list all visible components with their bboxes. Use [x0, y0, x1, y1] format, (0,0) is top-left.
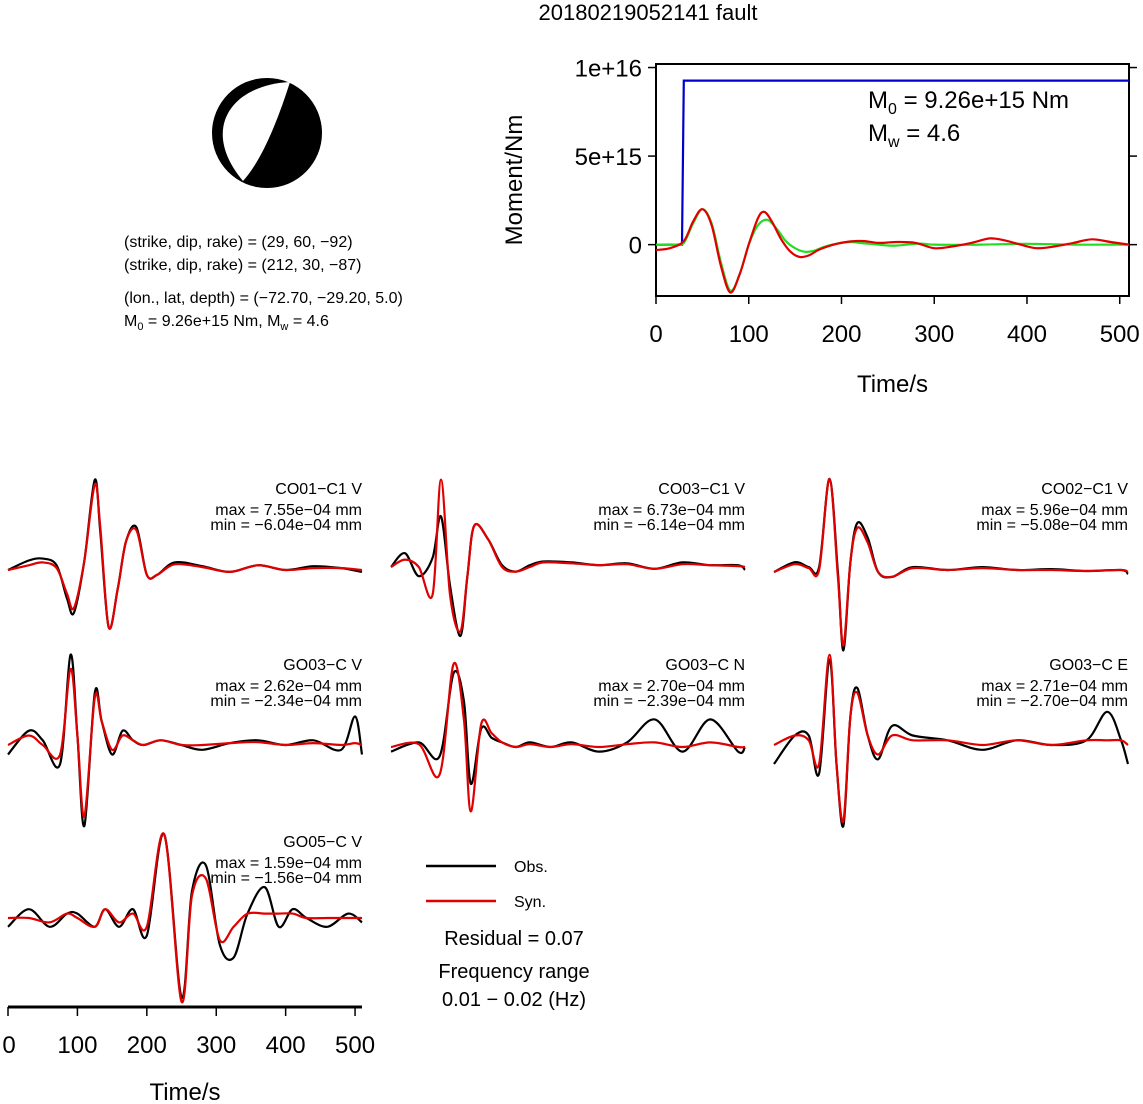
- moment-xtick-label-4: 400: [1007, 321, 1047, 348]
- syn-trace-6: [773, 653, 1129, 824]
- station-label-7: GO05−C V: [283, 834, 362, 851]
- station-max-3: max = 5.96e−04 mm: [981, 502, 1128, 519]
- moment-xtick-label-0: 0: [649, 321, 662, 348]
- station-label-1: CO01−C1 V: [275, 481, 362, 498]
- syn-trace-1: [7, 482, 363, 631]
- bottom-xtick-label-3: 300: [196, 1032, 236, 1059]
- syn-trace-5: [390, 661, 746, 813]
- station-max-1: max = 7.55e−04 mm: [215, 502, 362, 519]
- station-min-7: min = −1.56e−04 mm: [210, 870, 362, 887]
- moment-xlabel: Time/s: [857, 371, 928, 398]
- station-min-6: min = −2.70e−04 mm: [976, 693, 1128, 710]
- station-label-4: GO03−C V: [283, 657, 362, 674]
- moment-series-line-2: [655, 208, 1130, 294]
- frequency-title: Frequency range: [438, 961, 589, 983]
- station-label-3: CO02−C1 V: [1041, 481, 1128, 498]
- moment-ytick-label-0: 0: [629, 233, 642, 260]
- station-min-1: min = −6.04e−04 mm: [210, 517, 362, 534]
- station-min-3: min = −5.08e−04 mm: [976, 517, 1128, 534]
- moment-m0-label: M0 = 9.26e+15 Nm: [868, 87, 1069, 118]
- moment-ylabel: Moment/Nm: [501, 115, 528, 246]
- station-max-6: max = 2.71e−04 mm: [981, 678, 1128, 695]
- moment-rate-chart: 0 100 200 300 400 500 0 5e+15 1e+16 Time/s Moment/…: [501, 56, 1140, 398]
- station-label-2: CO03−C1 V: [658, 481, 745, 498]
- syn-trace-4: [7, 667, 363, 818]
- legend-syn-label: Syn.: [514, 894, 546, 911]
- residual-text: Residual = 0.07: [444, 928, 584, 950]
- station-min-4: min = −2.34e−04 mm: [210, 693, 362, 710]
- frequency-range: 0.01 − 0.02 (Hz): [442, 989, 586, 1011]
- location-text: (lon., lat, depth) = (−72.70, −29.20, 5.…: [124, 290, 403, 307]
- bottom-xtick-label-2: 200: [127, 1032, 167, 1059]
- moment-magnitude-text: M0 = 9.26e+15 Nm, Mw = 4.6: [124, 313, 329, 333]
- moment-xtick-label-3: 300: [914, 321, 954, 348]
- moment-ytick-label-2: 1e+16: [575, 56, 642, 83]
- syn-trace-7: [7, 832, 362, 1004]
- bottom-xtick-label-1: 100: [57, 1032, 97, 1059]
- bottom-xlabel: Time/s: [149, 1079, 220, 1104]
- bottom-xtick-label-0: 0: [2, 1032, 15, 1059]
- moment-xtick-label-5: 500: [1100, 321, 1140, 348]
- moment-xtick-label-1: 100: [729, 321, 769, 348]
- obs-trace-2: [390, 515, 746, 638]
- moment-axes: 0 100 200 300 400 500 0 5e+15 1e+16 Time/s Moment/…: [501, 56, 1140, 398]
- waveform-time-axis: 0 100 200 300 400 500 Time/s: [2, 1005, 375, 1104]
- station-min-2: min = −6.14e−04 mm: [593, 517, 745, 534]
- beachball: [212, 78, 322, 188]
- station-max-2: max = 6.73e−04 mm: [598, 502, 745, 519]
- plane2-text: (strike, dip, rake) = (212, 30, −87): [124, 257, 361, 274]
- moment-xtick-label-2: 200: [821, 321, 861, 348]
- station-max-5: max = 2.70e−04 mm: [598, 678, 745, 695]
- moment-plot-frame: [655, 63, 1130, 297]
- legend: Obs. Syn. Residual = 0.07 Frequency rang…: [426, 859, 590, 1011]
- moment-ytick-label-1: 5e+15: [575, 144, 642, 171]
- station-max-4: max = 2.62e−04 mm: [215, 678, 362, 695]
- station-label-5: GO03−C N: [665, 657, 745, 674]
- station-min-5: min = −2.39e−04 mm: [593, 693, 745, 710]
- station-max-7: max = 1.59e−04 mm: [215, 855, 362, 872]
- bottom-xtick-label-4: 400: [266, 1032, 306, 1059]
- figure-title: 20180219052141 fault: [539, 0, 758, 25]
- station-label-6: GO03−C E: [1049, 657, 1128, 674]
- moment-series-line-1: [655, 208, 1129, 293]
- beachball-dilatation: [222, 82, 290, 181]
- syn-trace-2: [390, 478, 746, 633]
- moment-series: [655, 79, 1130, 294]
- plane1-text: (strike, dip, rake) = (29, 60, −92): [124, 234, 353, 251]
- syn-trace-3: [773, 477, 1129, 647]
- legend-obs-label: Obs.: [514, 859, 548, 876]
- moment-mw-label: Mw = 4.6: [868, 120, 960, 151]
- bottom-xtick-label-5: 500: [335, 1032, 375, 1059]
